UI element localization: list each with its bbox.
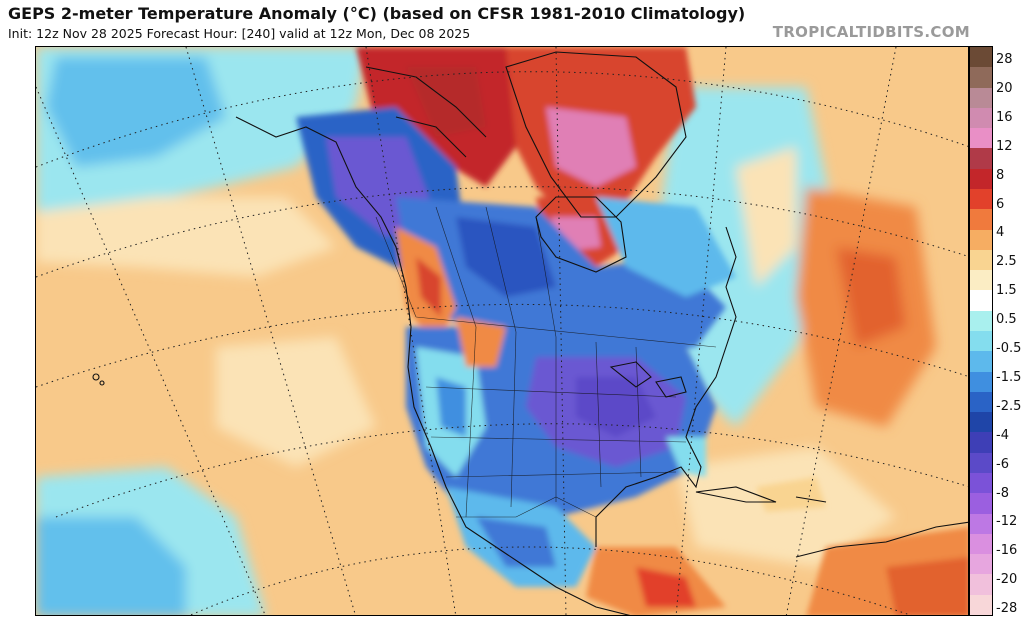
color-swatch bbox=[970, 128, 992, 149]
color-swatch bbox=[970, 351, 992, 373]
color-scale-tick-label: 6 bbox=[996, 196, 1005, 212]
color-scale-tick-label: 2.5 bbox=[996, 254, 1017, 270]
coastlines bbox=[92, 51, 968, 615]
color-scale-tick-label: 8 bbox=[996, 167, 1005, 183]
state-border bbox=[425, 386, 677, 398]
color-swatch bbox=[970, 148, 992, 170]
color-swatch bbox=[970, 290, 992, 312]
hawaii-island-2 bbox=[99, 380, 105, 386]
atlantic-coastline bbox=[595, 226, 737, 547]
state-border bbox=[465, 326, 477, 518]
longitude-line bbox=[185, 47, 356, 615]
color-swatch bbox=[970, 310, 992, 332]
state-border bbox=[635, 346, 642, 478]
us-canada-border bbox=[415, 316, 717, 348]
ocean-anomaly-fields bbox=[36, 47, 936, 615]
hudson-bay-coast bbox=[535, 196, 627, 273]
color-swatch bbox=[970, 574, 992, 596]
color-swatch bbox=[970, 229, 992, 251]
state-border bbox=[510, 331, 517, 508]
state-border bbox=[445, 471, 677, 478]
color-swatch bbox=[970, 452, 992, 474]
color-swatch bbox=[970, 87, 992, 109]
site-credit[interactable]: TROPICALTIDBITS.COM bbox=[772, 23, 970, 41]
map-title: GEPS 2-meter Temperature Anomaly (°C) (b… bbox=[8, 4, 746, 23]
color-scale-tick-label: -4 bbox=[996, 427, 1009, 443]
province-border bbox=[375, 216, 417, 318]
color-scale-tick-label: -8 bbox=[996, 485, 1009, 501]
color-swatch bbox=[970, 533, 992, 555]
color-scale-tick-label: 4 bbox=[996, 225, 1005, 241]
arctic-islands-coast-2 bbox=[395, 116, 467, 158]
color-swatch bbox=[970, 209, 992, 231]
political-borders bbox=[375, 206, 717, 518]
temperature-anomaly-map bbox=[35, 46, 969, 616]
arctic-islands-coast bbox=[365, 66, 487, 138]
color-scale-tick-label: -16 bbox=[996, 543, 1018, 559]
latitude-line bbox=[36, 71, 968, 168]
state-border bbox=[430, 436, 687, 443]
color-swatch bbox=[970, 168, 992, 190]
great-lakes-2 bbox=[655, 376, 687, 398]
color-swatch bbox=[970, 270, 992, 291]
pacific-coastline bbox=[235, 116, 631, 615]
map-subtitle: Init: 12z Nov 28 2025 Forecast Hour: [24… bbox=[8, 26, 471, 41]
color-swatch bbox=[970, 249, 992, 271]
color-scale-tick-label: -12 bbox=[996, 514, 1018, 530]
color-swatch bbox=[970, 513, 992, 535]
color-scale-tick-label: 1.5 bbox=[996, 283, 1017, 299]
latitude-line bbox=[55, 423, 968, 518]
latitude-line bbox=[36, 186, 968, 278]
color-scale-tick-label: -1.5 bbox=[996, 369, 1022, 385]
great-lakes bbox=[609, 361, 652, 388]
greenland-coast bbox=[505, 51, 687, 218]
color-swatch bbox=[970, 412, 992, 433]
color-scale-tick-label: 20 bbox=[996, 80, 1013, 96]
land-anomaly-fields bbox=[296, 47, 968, 615]
color-scale-tick-label: -28 bbox=[996, 601, 1018, 617]
color-swatch bbox=[970, 331, 992, 352]
province-border bbox=[485, 206, 517, 333]
color-swatch bbox=[970, 47, 992, 68]
color-swatch bbox=[970, 391, 992, 413]
color-scale-tick-label: 0.5 bbox=[996, 312, 1017, 328]
color-scale-tick-label: -6 bbox=[996, 456, 1009, 472]
hispaniola-coast bbox=[795, 496, 827, 503]
color-scale-tick-label: -20 bbox=[996, 572, 1018, 588]
color-scale-tick-label: -0.5 bbox=[996, 341, 1022, 356]
graticule bbox=[36, 47, 968, 615]
color-scale-tick-label: 28 bbox=[996, 52, 1013, 67]
color-swatch bbox=[970, 189, 992, 210]
longitude-line bbox=[675, 47, 727, 615]
color-swatch bbox=[970, 554, 992, 575]
color-scale-tick-label: -2.5 bbox=[996, 398, 1022, 414]
color-scale-tick-label: 16 bbox=[996, 109, 1013, 125]
color-swatch bbox=[970, 493, 992, 515]
color-swatch bbox=[970, 67, 992, 89]
cuba-coast bbox=[695, 486, 777, 503]
province-border bbox=[435, 206, 477, 328]
us-mexico-border bbox=[456, 496, 597, 518]
color-swatch bbox=[970, 432, 992, 454]
latitude-line bbox=[189, 546, 912, 615]
hawaii-island bbox=[92, 373, 100, 381]
map-canvas bbox=[36, 47, 968, 615]
state-border bbox=[595, 341, 602, 488]
south-america-coast bbox=[795, 521, 968, 558]
province-border bbox=[535, 216, 557, 338]
color-swatch bbox=[970, 473, 992, 494]
color-swatch bbox=[970, 594, 992, 616]
color-scale-bar bbox=[969, 46, 993, 616]
color-swatch bbox=[970, 107, 992, 129]
color-scale-tick-label: 12 bbox=[996, 138, 1013, 154]
color-swatch bbox=[970, 371, 992, 393]
